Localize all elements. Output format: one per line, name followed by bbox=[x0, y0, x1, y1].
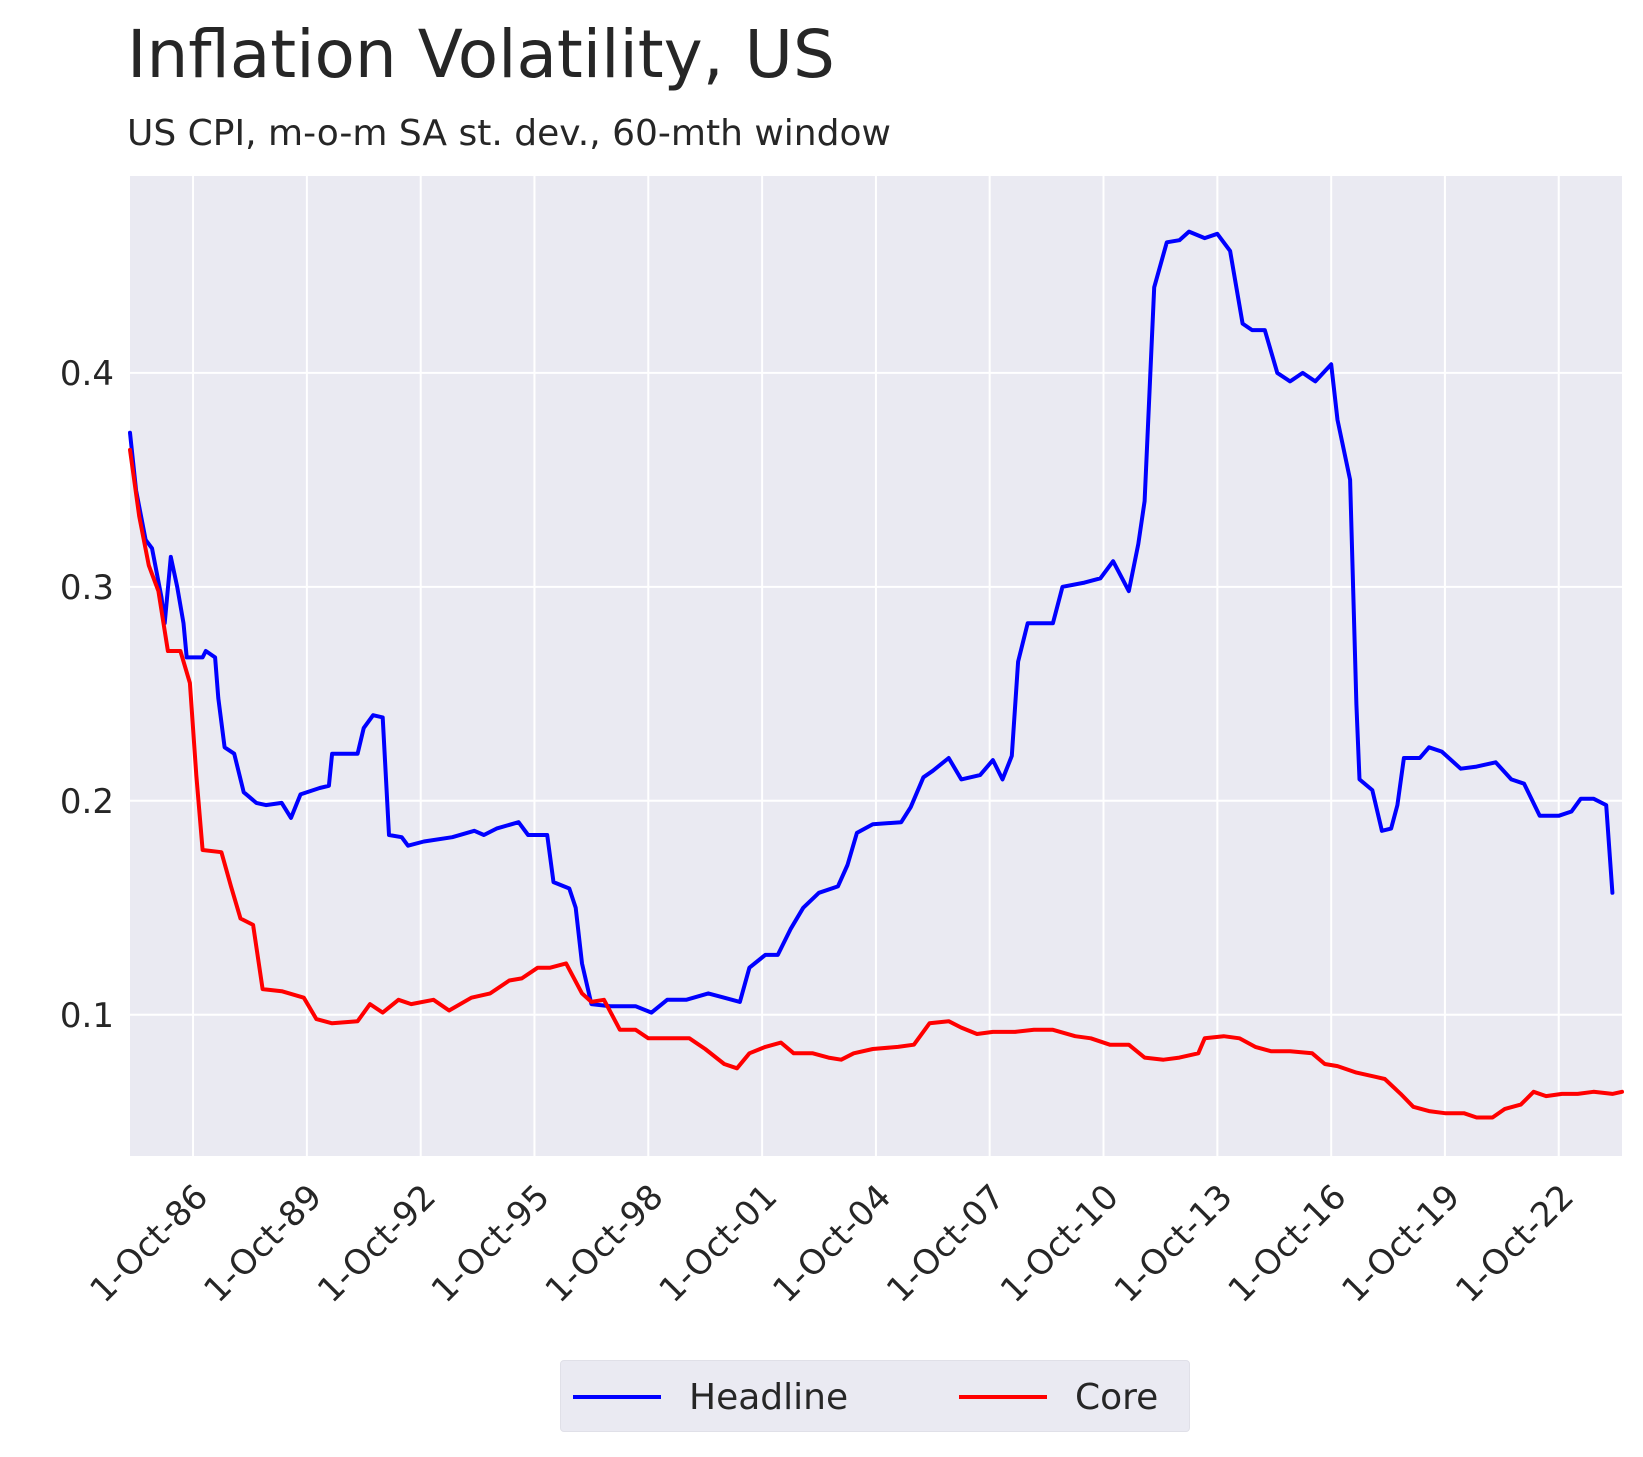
legend-item-headline: Headline bbox=[573, 1361, 848, 1433]
series-group bbox=[128, 229, 1624, 1120]
x-tick-label: 1-Oct-86 bbox=[82, 1177, 216, 1311]
grid-lines bbox=[130, 176, 1622, 1156]
series-line-headline bbox=[128, 229, 1615, 1015]
y-tick-label: 0.1 bbox=[60, 996, 114, 1036]
series-line-core bbox=[128, 447, 1624, 1120]
x-axis-ticks: 1-Oct-861-Oct-891-Oct-921-Oct-951-Oct-98… bbox=[82, 1177, 1581, 1311]
y-tick-label: 0.2 bbox=[60, 782, 114, 822]
x-tick-label: 1-Oct-07 bbox=[879, 1177, 1013, 1311]
legend-label-core: Core bbox=[1075, 1376, 1159, 1418]
x-tick-label: 1-Oct-95 bbox=[424, 1177, 558, 1311]
y-tick-label: 0.4 bbox=[60, 354, 114, 394]
legend-swatch-headline bbox=[573, 1395, 661, 1399]
x-tick-label: 1-Oct-98 bbox=[538, 1177, 672, 1311]
y-tick-label: 0.3 bbox=[60, 568, 114, 608]
legend-label-headline: Headline bbox=[689, 1376, 849, 1418]
x-tick-label: 1-Oct-89 bbox=[196, 1177, 330, 1311]
x-tick-label: 1-Oct-04 bbox=[765, 1177, 899, 1311]
x-tick-label: 1-Oct-92 bbox=[310, 1177, 444, 1311]
x-tick-label: 1-Oct-13 bbox=[1107, 1177, 1241, 1311]
x-tick-label: 1-Oct-19 bbox=[1334, 1177, 1468, 1311]
chart-title: Inflation Volatility, US bbox=[127, 16, 835, 93]
x-tick-label: 1-Oct-16 bbox=[1221, 1177, 1355, 1311]
legend: Headline Core bbox=[560, 1360, 1190, 1432]
legend-swatch-core bbox=[959, 1395, 1047, 1399]
x-tick-label: 1-Oct-10 bbox=[993, 1177, 1127, 1311]
x-tick-label: 1-Oct-22 bbox=[1448, 1177, 1582, 1311]
y-axis-ticks: 0.1 0.2 0.3 0.4 bbox=[60, 354, 114, 1036]
legend-item-core: Core bbox=[959, 1361, 1158, 1433]
x-tick-label: 1-Oct-01 bbox=[652, 1177, 786, 1311]
chart-subtitle: US CPI, m-o-m SA st. dev., 60-mth window bbox=[127, 113, 891, 154]
